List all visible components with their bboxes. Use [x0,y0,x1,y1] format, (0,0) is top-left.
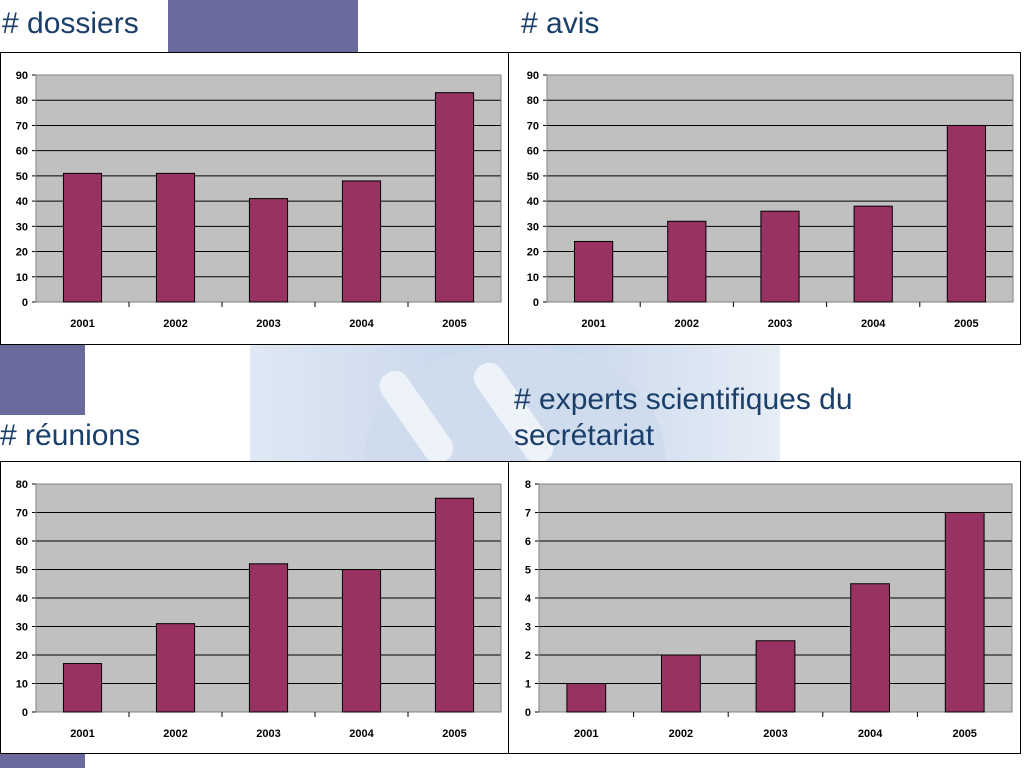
x-tick-label: 2003 [768,318,792,330]
x-tick-label: 2001 [70,728,94,740]
decorative-block-top [168,0,358,52]
y-tick-label: 50 [16,565,28,577]
y-tick-label: 1 [525,679,531,691]
y-tick-label: 70 [527,120,539,132]
y-tick-label: 60 [16,146,28,158]
x-tick-label: 2003 [256,318,280,330]
bar-2003 [760,210,800,303]
x-tick-label: 2002 [163,728,187,740]
x-tick-label: 2004 [349,728,374,740]
y-tick-label: 60 [16,536,28,548]
x-tick-label: 2002 [669,728,693,740]
chart-avis: 0 10 20 30 40 50 60 70 80 90 2001 2002 2003 2004 2005 [508,52,1021,345]
decorative-block-left [0,345,85,415]
x-tick-label: 2001 [70,318,94,330]
bar-2001 [62,172,103,303]
y-tick-label: 20 [16,650,28,662]
y-tick-label: 20 [527,247,539,259]
bar-2003 [755,640,796,713]
y-tick-label: 2 [525,650,531,662]
chart-title-dossiers: # dossiers [0,6,145,42]
x-tick-label: 2005 [442,728,466,740]
chart-title-avis: # avis [521,7,600,40]
x-tick-label: 2001 [581,318,605,330]
y-tick-label: 70 [16,120,28,132]
y-tick-label: 30 [527,221,539,233]
bar-2002 [155,172,196,303]
y-tick-label: 80 [16,95,28,107]
x-tick-label: 2004 [349,318,374,330]
y-tick-label: 40 [16,196,28,208]
bar-2004 [341,180,382,303]
bar-2003 [248,198,289,303]
x-tick-label: 2003 [763,728,787,740]
y-tick-label: 0 [525,707,531,719]
y-tick-label: 0 [22,297,28,309]
y-tick-label: 10 [16,679,28,691]
bar-2001 [566,683,607,713]
chart-dossiers: 0 10 20 30 40 50 60 70 80 90 2001 2002 2003 2004 2005 [0,52,509,345]
x-tick-label: 2003 [256,728,280,740]
y-tick-label: 5 [525,565,531,577]
bar-2005 [434,92,475,303]
decorative-block-bottom [0,754,85,768]
chart-svg-experts: 0 1 2 3 4 5 6 7 8 2001 2002 2003 2004 2005 [525,479,1013,740]
chart-title-reunions: # réunions [0,419,141,452]
y-tick-label: 10 [16,272,28,284]
chart-svg-reunions: 0 10 20 30 40 50 60 70 80 2001 2002 2003 2004 2005 [16,479,502,740]
y-tick-label: 30 [16,221,28,233]
y-tick-label: 0 [22,707,28,719]
y-tick-label: 8 [525,479,531,491]
y-tick-label: 0 [533,297,539,309]
y-tick-label: 80 [16,479,28,491]
bar-2005 [944,512,985,713]
bar-2002 [661,654,701,713]
x-tick-label: 2004 [858,728,883,740]
y-tick-label: 30 [16,622,28,634]
bar-2004 [853,205,893,303]
y-tick-label: 90 [16,70,28,82]
bar-2001 [62,663,103,713]
bar-2002 [667,220,707,303]
x-tick-label: 2005 [442,318,466,330]
chart-reunions: 0 10 20 30 40 50 60 70 80 2001 2002 2003 2004 2005 [0,461,509,754]
x-tick-label: 2002 [163,318,187,330]
watermark-logo [250,345,780,470]
y-tick-label: 20 [16,247,28,259]
bar-2002 [155,623,196,713]
chart-svg-dossiers: 0 10 20 30 40 50 60 70 80 90 2001 2002 2003 2004 2005 [16,70,502,330]
y-tick-label: 90 [527,70,539,82]
y-tick-label: 60 [527,146,539,158]
x-tick-label: 2005 [954,318,978,330]
y-tick-label: 10 [527,272,539,284]
bar-2005 [434,497,475,713]
bar-2001 [573,240,614,303]
y-tick-label: 3 [525,622,531,634]
y-tick-label: 6 [525,536,531,548]
y-tick-label: 50 [16,171,28,183]
chart-svg-avis: 0 10 20 30 40 50 60 70 80 90 2001 2002 2003 2004 2005 [527,70,1014,330]
chart-title-experts: # experts scientifiques du secrétariat [514,383,853,452]
y-tick-label: 80 [527,95,539,107]
y-tick-label: 40 [527,196,539,208]
y-tick-label: 50 [527,171,539,183]
y-tick-label: 7 [525,508,531,520]
bar-2004 [341,569,382,713]
x-tick-label: 2002 [675,318,699,330]
y-tick-label: 4 [525,593,532,605]
bar-2003 [248,563,289,713]
bar-2004 [850,583,890,713]
y-tick-label: 40 [16,593,28,605]
y-tick-label: 70 [16,508,28,520]
x-tick-label: 2005 [952,728,976,740]
x-tick-label: 2004 [861,318,886,330]
x-tick-label: 2001 [574,728,598,740]
bar-2005 [946,124,987,303]
chart-experts: 0 1 2 3 4 5 6 7 8 2001 2002 2003 2004 2005 [508,461,1021,754]
